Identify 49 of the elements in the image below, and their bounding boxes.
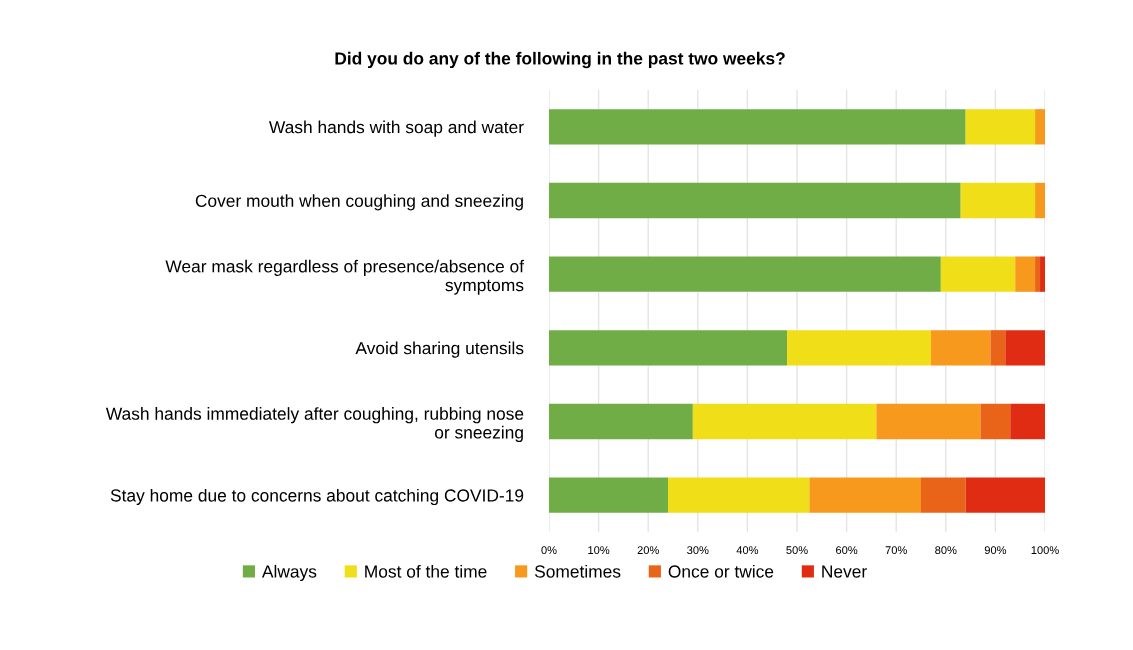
x-tick-label: 30%: [687, 546, 709, 555]
bar: [1035, 109, 1045, 145]
x-tick-label: 40%: [736, 546, 759, 555]
y-tick-label: Wear mask regardless of presence/absence of symptoms: [165, 259, 525, 295]
bar: [692, 403, 877, 440]
x-tick-label: 10%: [588, 546, 610, 555]
legend-label: Never: [822, 565, 867, 578]
y-tick-label: Avoid sharing utensils: [355, 341, 524, 358]
bar: [965, 109, 1036, 145]
y-tick-label: Stay home due to concerns about catching COVID-19: [110, 488, 524, 506]
bar: [549, 256, 941, 292]
bar: [921, 477, 966, 513]
chart-title: Did you do any of the following in the past two weeks?: [335, 51, 785, 69]
x-tick-label: 50%: [786, 546, 808, 555]
x-tick-label: 60%: [836, 546, 858, 555]
x-tick-label: 100%: [1031, 546, 1059, 555]
legend-label: Once or twice: [668, 564, 774, 578]
bar: [980, 403, 1011, 440]
bar: [549, 477, 669, 513]
y-tick-label: Cover mouth when coughing and sneezing: [195, 194, 523, 211]
bar: [960, 182, 1036, 219]
legend-label: Sometimes: [534, 564, 621, 578]
bar: [549, 330, 788, 366]
bar: [1035, 182, 1045, 219]
bar: [965, 477, 1045, 513]
bar: [876, 403, 981, 440]
x-tick-label: 80%: [935, 546, 957, 555]
legend-label: Most of the time: [365, 564, 487, 578]
y-tick-label: Wash hands with soap and water: [269, 120, 524, 137]
x-tick-label: 0%: [541, 546, 557, 555]
bar: [1010, 403, 1045, 440]
bar: [1015, 256, 1036, 292]
bar: [549, 403, 693, 440]
x-tick-label: 90%: [984, 546, 1007, 555]
bar: [549, 182, 961, 219]
x-tick-label: 20%: [637, 546, 659, 555]
bar: [930, 330, 991, 366]
bar: [809, 477, 921, 513]
bar: [787, 330, 931, 366]
bar: [668, 477, 810, 513]
bar: [549, 109, 966, 145]
bar: [1005, 330, 1045, 366]
bar: [1040, 256, 1045, 292]
bar: [1035, 256, 1041, 292]
legend-label: Always: [261, 564, 317, 582]
bar: [940, 256, 1016, 292]
bar: [990, 330, 1006, 366]
x-tick-label: 70%: [885, 546, 907, 555]
y-tick-label: Wash hands immediately after coughing, rubbing nose or sneezing: [105, 407, 524, 442]
